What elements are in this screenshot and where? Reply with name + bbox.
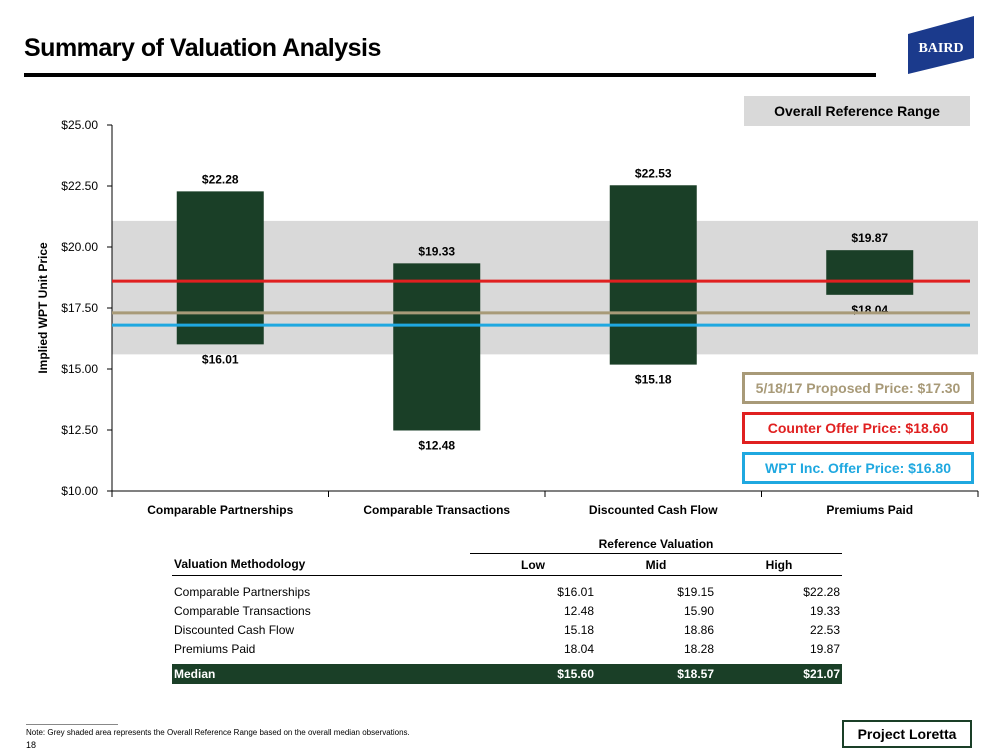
median-label: Median: [172, 664, 470, 684]
legend-counter-offer-price: Counter Offer Price: $18.60: [742, 412, 974, 444]
y-tick-label: $22.50: [61, 179, 98, 193]
x-category-label: Comparable Partnerships: [147, 503, 293, 517]
row-low: $16.01: [557, 584, 594, 599]
x-category-label: Discounted Cash Flow: [589, 503, 718, 517]
row-low: 15.18: [563, 622, 594, 637]
row-high: 19.87: [809, 641, 840, 656]
bar-premiums-paid: [826, 250, 914, 295]
table-row: Comparable Transactions 12.48 15.90 19.3…: [172, 601, 842, 620]
bar-high-label: $22.28: [202, 172, 239, 186]
row-mid: 18.28: [683, 641, 714, 656]
valuation-table: Reference Valuation Valuation Methodolog…: [172, 534, 842, 684]
reference-valuation-header: Reference Valuation: [470, 534, 842, 554]
col-header-mid: Mid: [596, 553, 716, 576]
table-row: Comparable Partnerships $16.01 $19.15 $2…: [172, 582, 842, 601]
row-high: 19.33: [809, 603, 840, 618]
bar-comparable-partnerships: [176, 191, 264, 345]
legend-proposed-price: 5/18/17 Proposed Price: $17.30: [742, 372, 974, 404]
table-row: Premiums Paid 18.04 18.28 19.87: [172, 639, 842, 658]
bar-low-label: $18.04: [851, 303, 888, 317]
row-mid: 15.90: [683, 603, 714, 618]
footnote-divider: [26, 724, 118, 725]
row-method: Comparable Transactions: [174, 603, 311, 618]
x-category-label: Premiums Paid: [826, 503, 913, 517]
logo-text: BAIRD: [918, 41, 963, 56]
row-method: Comparable Partnerships: [174, 584, 311, 599]
bar-high-label: $19.87: [851, 231, 888, 245]
col-header-low: Low: [470, 553, 596, 576]
col-header-high: High: [716, 553, 842, 576]
y-tick-label: $17.50: [61, 301, 98, 315]
legend-wpt-offer-price: WPT Inc. Offer Price: $16.80: [742, 452, 974, 484]
row-method: Premiums Paid: [174, 641, 256, 656]
baird-logo: BAIRD: [908, 16, 974, 74]
col-header-methodology: Valuation Methodology: [172, 553, 470, 576]
row-mid: $19.15: [677, 584, 714, 599]
footnote: Note: Grey shaded area represents the Ov…: [26, 728, 410, 737]
row-mid: 18.86: [683, 622, 714, 637]
x-category-label: Comparable Transactions: [363, 503, 510, 517]
bar-high-label: $19.33: [418, 244, 455, 258]
row-low: 12.48: [563, 603, 594, 618]
bar-low-label: $12.48: [418, 438, 455, 452]
y-tick-label: $15.00: [61, 362, 98, 376]
overall-reference-range-label: Overall Reference Range: [744, 96, 970, 126]
bar-high-label: $22.53: [635, 166, 672, 180]
page-title: Summary of Valuation Analysis: [24, 34, 381, 62]
row-high: $22.28: [803, 584, 840, 599]
y-tick-label: $12.50: [61, 423, 98, 437]
median-low: $15.60: [470, 664, 596, 684]
median-mid: $18.57: [596, 664, 716, 684]
bar-low-label: $16.01: [202, 352, 239, 366]
y-tick-label: $20.00: [61, 240, 98, 254]
y-axis-label: Implied WPT Unit Price: [36, 242, 50, 374]
project-name-badge: Project Loretta: [842, 720, 972, 748]
median-row: Median $15.60 $18.57 $21.07: [172, 664, 842, 684]
bar-comparable-transactions: [393, 263, 481, 431]
title-divider: [24, 73, 876, 77]
row-method: Discounted Cash Flow: [174, 622, 295, 637]
bar-low-label: $15.18: [635, 373, 672, 387]
page-number: 18: [26, 740, 37, 750]
median-high: $21.07: [716, 664, 842, 684]
row-low: 18.04: [563, 641, 594, 656]
y-tick-label: $25.00: [61, 118, 98, 132]
valuation-chart: $10.00 $12.50 $15.00 $17.50 $20.00 $22.50 $25.…: [36, 118, 979, 517]
y-tick-label: $10.00: [61, 484, 98, 498]
bar-discounted-cash-flow: [609, 185, 697, 365]
row-high: 22.53: [809, 622, 840, 637]
table-row: Discounted Cash Flow 15.18 18.86 22.53: [172, 620, 842, 639]
